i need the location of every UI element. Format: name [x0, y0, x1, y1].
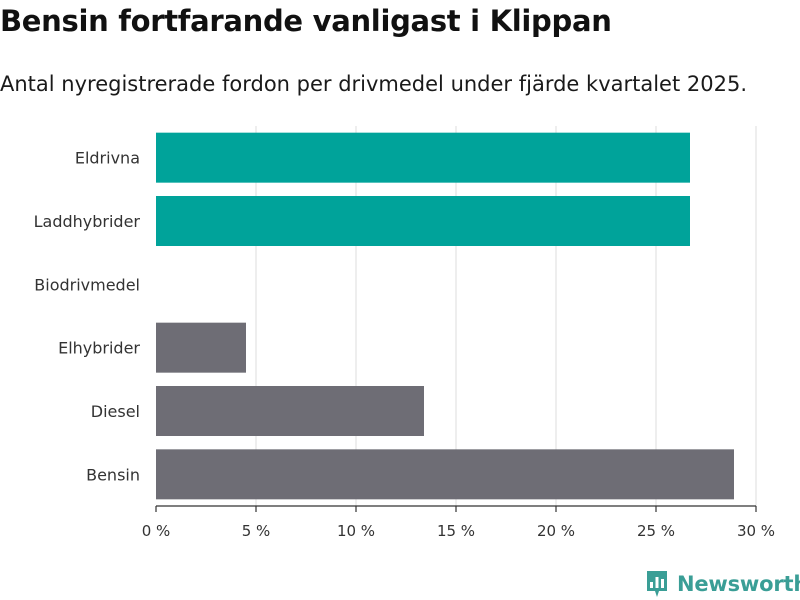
category-label-elhybrider: Elhybrider — [58, 339, 140, 358]
category-label-diesel: Diesel — [91, 402, 140, 421]
bar-laddhybrider — [156, 196, 690, 246]
gridlines — [255, 126, 757, 506]
x-axis: 0 % 5 % 10 % 15 % 20 % 25 % 30 % — [142, 505, 775, 540]
bars — [156, 132, 734, 500]
x-tick-label-0: 0 % — [142, 522, 171, 540]
x-tick-label-6: 30 % — [737, 522, 775, 540]
bar-chart: Eldrivna Laddhybrider Biodrivmedel Elhybrid… — [34, 126, 775, 540]
newsworthy-logo-icon — [647, 571, 667, 597]
chart-subtitle: Antal nyregistrerade fordon per drivmede… — [0, 72, 748, 96]
x-tick-label-5: 25 % — [637, 522, 675, 540]
x-tick-label-2: 10 % — [337, 522, 375, 540]
category-label-bensin: Bensin — [86, 465, 140, 484]
bar-diesel — [156, 386, 424, 436]
x-tick-label-3: 15 % — [437, 522, 475, 540]
brand-logo[interactable]: Newsworthy — [645, 568, 800, 600]
x-tick-label-4: 20 % — [537, 522, 575, 540]
category-label-laddhybrider: Laddhybrider — [34, 212, 141, 231]
bar-eldrivna — [156, 132, 690, 183]
category-label-eldrivna: Eldrivna — [75, 149, 140, 168]
chart-title: Bensin fortfarande vanligast i Klippan — [0, 4, 612, 38]
bar-elhybrider — [156, 322, 246, 373]
category-labels: Eldrivna Laddhybrider Biodrivmedel Elhybrid… — [34, 149, 141, 485]
brand-name: Newsworthy — [677, 572, 800, 596]
x-tick-label-1: 5 % — [242, 522, 271, 540]
bar-bensin — [156, 449, 734, 500]
category-label-biodrivmedel: Biodrivmedel — [34, 275, 140, 294]
